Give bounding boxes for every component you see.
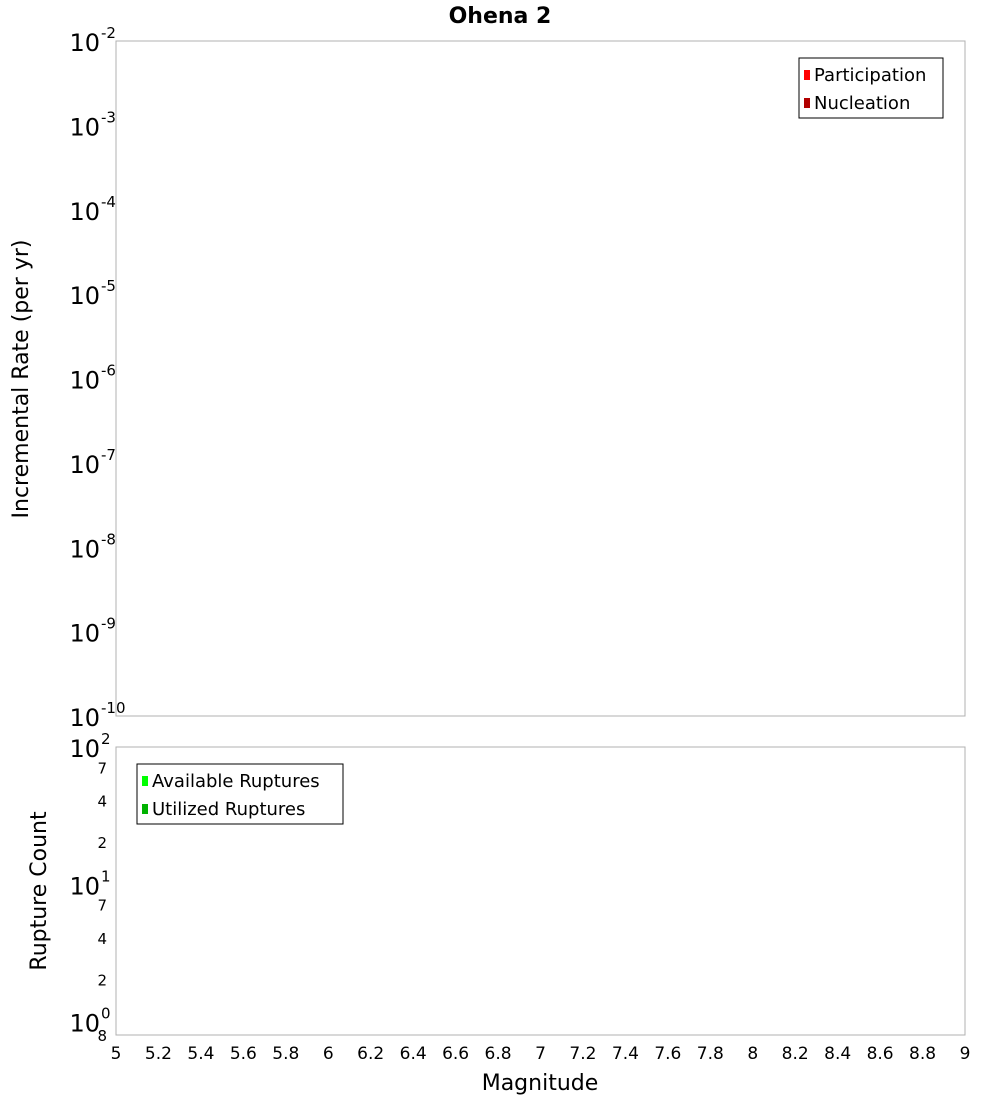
x-tick-label: 5.2	[145, 1044, 172, 1064]
y-tick-base: 10	[69, 451, 100, 479]
legend-label-utilized-ruptures: Utilized Ruptures	[152, 799, 305, 820]
legend-box	[136, 763, 344, 825]
x-tick-label: 7.2	[569, 1044, 596, 1064]
y-tick-base: 10	[69, 872, 100, 900]
x-tick-label: 8.2	[782, 1044, 809, 1064]
y-tick-label: 10 -2	[69, 24, 116, 57]
y-tick-exponent: -6	[101, 362, 116, 380]
x-tick-label: 7.6	[654, 1044, 681, 1064]
y-tick-label: 10 -3	[69, 108, 116, 141]
x-tick-label: 5.4	[187, 1044, 214, 1064]
y-minor-tick-label: 2	[97, 834, 107, 852]
legend-label-participation: Participation	[814, 65, 926, 86]
top-y-axis-label: Incremental Rate (per yr)	[9, 240, 34, 519]
x-tick-label: 8	[747, 1044, 758, 1064]
x-tick-label: 6.6	[442, 1044, 469, 1064]
chart-title: Ohena 2	[449, 4, 552, 29]
x-tick-label: 8.4	[824, 1044, 851, 1064]
y-tick-label: 10 -6	[69, 362, 116, 395]
y-tick-base: 10	[69, 198, 100, 226]
x-tick-label: 7.8	[697, 1044, 724, 1064]
y-tick-base: 10	[69, 282, 100, 310]
y-minor-tick-label: 8	[97, 1027, 107, 1045]
y-minor-tick-label: 2	[97, 971, 107, 989]
x-tick-label: 8.6	[867, 1044, 894, 1064]
y-tick-base: 10	[69, 367, 100, 395]
y-tick-base: 10	[69, 620, 100, 648]
bottom-chart-legend: Available Ruptures Utilized Ruptures	[136, 763, 344, 825]
y-minor-tick-label: 4	[97, 930, 107, 948]
legend-box	[798, 57, 944, 119]
x-tick-label: 7.4	[612, 1044, 639, 1064]
top-chart-legend: Participation Nucleation	[798, 57, 944, 119]
x-axis-ticks: 5 5.2 5.4 5.6 5.8 6 6.2 6.4 6.6 6.8 7 7.2 7.4 7.6 7.8 8…	[111, 1044, 971, 1064]
legend-label-nucleation: Nucleation	[814, 93, 910, 114]
y-tick-exponent: -8	[101, 530, 116, 548]
legend-swatch-nucleation	[804, 98, 810, 108]
legend-label-available-ruptures: Available Ruptures	[152, 771, 320, 792]
y-tick-label: 10 -8	[69, 530, 116, 563]
y-tick-base: 10	[69, 29, 100, 57]
y-tick-exponent: -4	[101, 193, 116, 211]
x-tick-label: 5.6	[230, 1044, 257, 1064]
y-tick-label: 10 -7	[69, 446, 116, 479]
y-tick-exponent: 2	[101, 730, 111, 748]
x-tick-label: 6	[323, 1044, 334, 1064]
y-tick-base: 10	[69, 113, 100, 141]
y-tick-label: 10 -10	[69, 699, 125, 732]
y-tick-exponent: 0	[101, 1005, 111, 1023]
y-tick-exponent: -7	[101, 446, 116, 464]
y-tick-base: 10	[69, 704, 100, 732]
y-tick-label: 10 -9	[69, 615, 116, 648]
y-tick-exponent: -5	[101, 277, 116, 295]
x-axis-label: Magnitude	[482, 1071, 599, 1096]
x-tick-label: 6.2	[357, 1044, 384, 1064]
y-tick-exponent: -2	[101, 24, 116, 42]
x-tick-label: 7	[535, 1044, 546, 1064]
x-tick-label: 9	[960, 1044, 971, 1064]
y-tick-label: 10 -4	[69, 193, 116, 226]
y-minor-tick-label: 4	[97, 793, 107, 811]
y-tick-exponent: -3	[101, 108, 116, 126]
y-minor-tick-label: 7	[97, 897, 107, 915]
y-tick-exponent: 1	[101, 867, 111, 885]
plot-frame	[115, 40, 966, 717]
y-tick-label: 10 -5	[69, 277, 116, 310]
x-tick-label: 5.8	[272, 1044, 299, 1064]
y-tick-exponent: -10	[101, 699, 126, 717]
y-tick-label: 10 2	[69, 730, 110, 763]
y-tick-exponent: -9	[101, 615, 116, 633]
legend-swatch-available-ruptures	[142, 776, 148, 786]
y-tick-base: 10	[69, 735, 100, 763]
y-tick-label: 10 1	[69, 867, 110, 900]
x-tick-label: 6.4	[400, 1044, 427, 1064]
x-tick-label: 6.8	[485, 1044, 512, 1064]
y-tick-label: 10 0	[69, 1005, 110, 1038]
top-chart-bars	[115, 40, 966, 717]
y-minor-tick-label: 7	[97, 759, 107, 777]
bottom-y-axis-label: Rupture Count	[27, 811, 52, 971]
y-tick-base: 10	[69, 1010, 100, 1038]
legend-swatch-utilized-ruptures	[142, 804, 148, 814]
x-tick-label: 5	[111, 1044, 122, 1064]
legend-swatch-participation	[804, 70, 810, 80]
x-tick-label: 8.8	[909, 1044, 936, 1064]
y-tick-base: 10	[69, 535, 100, 563]
